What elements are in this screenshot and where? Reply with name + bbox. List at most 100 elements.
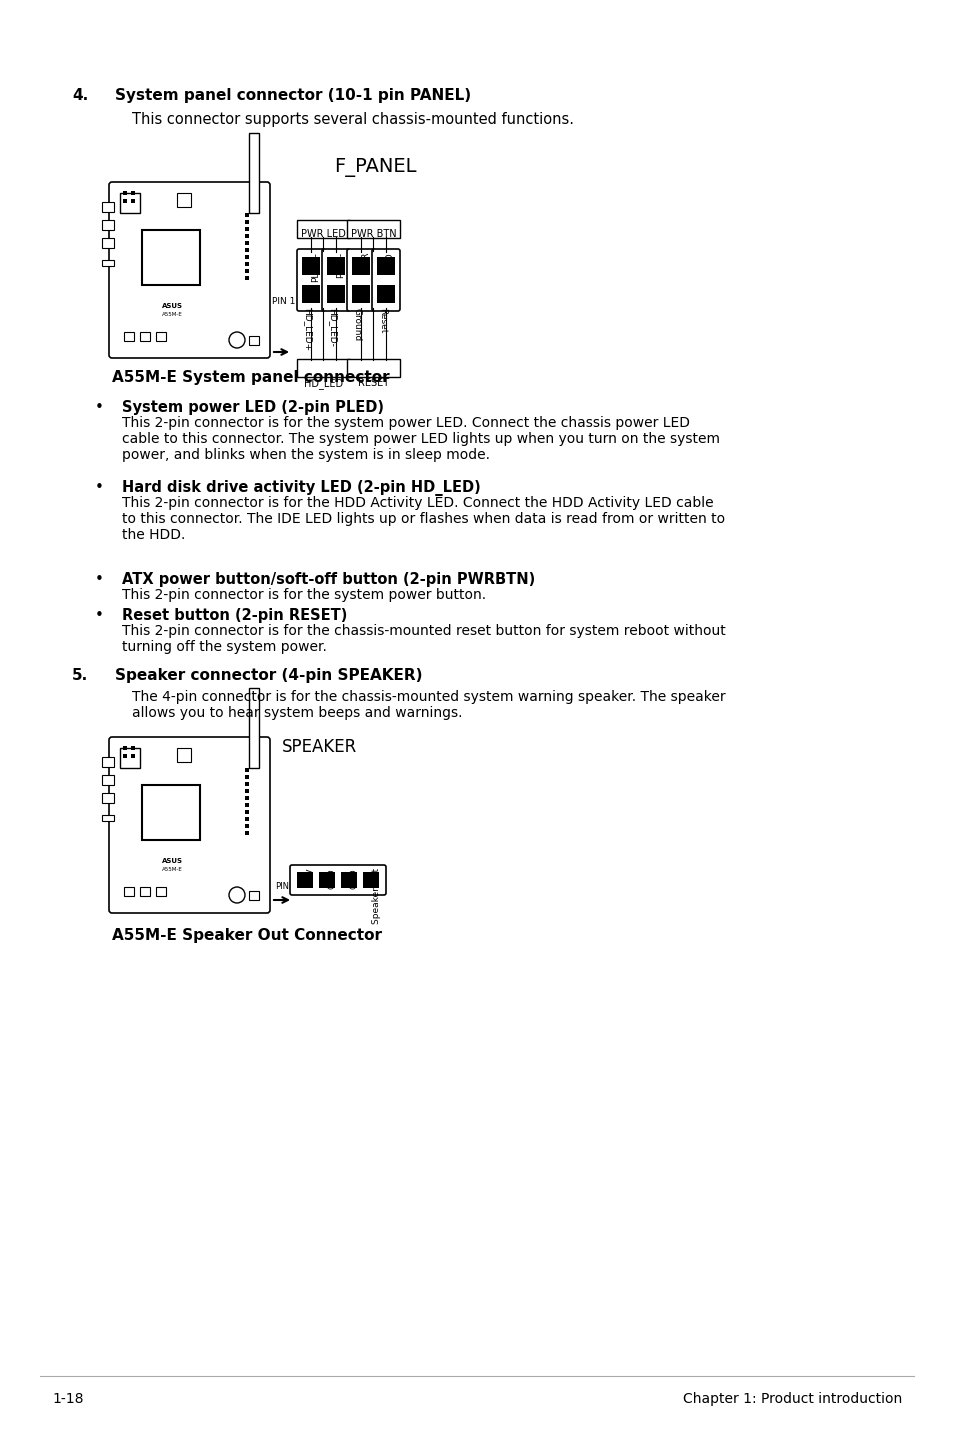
Bar <box>302 285 319 303</box>
Bar <box>296 871 313 889</box>
Text: PLED+: PLED+ <box>311 252 319 282</box>
Bar <box>245 789 249 792</box>
Text: RESET: RESET <box>357 378 389 388</box>
FancyBboxPatch shape <box>347 360 399 377</box>
Text: PWR LED: PWR LED <box>301 229 346 239</box>
Text: •: • <box>95 572 104 587</box>
Text: Ground: Ground <box>353 308 361 341</box>
FancyBboxPatch shape <box>372 249 399 311</box>
Bar <box>245 817 249 821</box>
Bar <box>327 257 345 275</box>
Bar <box>156 887 166 896</box>
Bar <box>352 257 370 275</box>
Bar <box>249 687 258 768</box>
Bar <box>123 191 127 196</box>
Bar <box>156 332 166 341</box>
Bar <box>245 775 249 779</box>
Text: GND: GND <box>386 252 395 273</box>
Bar <box>120 748 140 768</box>
Bar <box>120 193 140 213</box>
Bar <box>245 242 249 244</box>
Text: PLED-: PLED- <box>335 252 345 278</box>
Text: This 2-pin connector is for the chassis-mounted reset button for system reboot w: This 2-pin connector is for the chassis-… <box>122 624 725 654</box>
Bar <box>245 269 249 273</box>
FancyBboxPatch shape <box>109 738 270 913</box>
Bar <box>245 276 249 280</box>
Bar <box>245 247 249 252</box>
Text: PWR: PWR <box>360 252 370 272</box>
Bar <box>131 191 135 196</box>
Bar <box>177 748 191 762</box>
Bar <box>376 285 395 303</box>
Bar <box>102 792 113 802</box>
Bar <box>302 257 319 275</box>
Text: ATX power button/soft-off button (2-pin PWRBTN): ATX power button/soft-off button (2-pin … <box>122 572 535 587</box>
FancyBboxPatch shape <box>296 220 350 239</box>
Text: System panel connector (10-1 pin PANEL): System panel connector (10-1 pin PANEL) <box>115 88 471 104</box>
FancyBboxPatch shape <box>296 360 350 377</box>
Text: 5.: 5. <box>71 669 89 683</box>
Bar <box>376 257 395 275</box>
Bar <box>102 775 113 785</box>
Bar <box>124 887 133 896</box>
Bar <box>363 871 378 889</box>
Text: •: • <box>95 400 104 416</box>
Text: This 2-pin connector is for the system power LED. Connect the chassis power LED
: This 2-pin connector is for the system p… <box>122 416 720 463</box>
Bar <box>123 198 127 203</box>
FancyBboxPatch shape <box>109 183 270 358</box>
FancyBboxPatch shape <box>290 866 386 894</box>
Bar <box>340 871 356 889</box>
Text: Reset button (2-pin RESET): Reset button (2-pin RESET) <box>122 608 347 623</box>
FancyBboxPatch shape <box>347 220 399 239</box>
Text: F_PANEL: F_PANEL <box>334 158 416 177</box>
Bar <box>245 234 249 239</box>
Text: 1-18: 1-18 <box>52 1392 84 1406</box>
Text: GND: GND <box>328 869 336 889</box>
Bar <box>131 746 135 751</box>
Bar <box>245 213 249 217</box>
Bar <box>102 239 113 247</box>
Bar <box>142 230 200 285</box>
Text: ASUS: ASUS <box>161 858 182 864</box>
Bar <box>318 871 335 889</box>
Text: GND: GND <box>350 869 358 889</box>
Circle shape <box>229 887 245 903</box>
Text: •: • <box>95 608 104 623</box>
Text: This connector supports several chassis-mounted functions.: This connector supports several chassis-… <box>132 112 574 127</box>
Text: System power LED (2-pin PLED): System power LED (2-pin PLED) <box>122 400 384 416</box>
Bar <box>249 336 258 345</box>
Text: PIN: PIN <box>274 881 289 892</box>
Bar <box>124 332 133 341</box>
Bar <box>140 332 150 341</box>
Bar <box>245 262 249 266</box>
Text: This 2-pin connector is for the system power button.: This 2-pin connector is for the system p… <box>122 588 486 603</box>
Bar <box>123 746 127 751</box>
Text: HD_LED: HD_LED <box>304 378 343 388</box>
Bar <box>102 220 113 230</box>
Bar <box>245 782 249 787</box>
Bar <box>245 220 249 224</box>
Text: A55M-E: A55M-E <box>161 312 182 316</box>
Text: 4.: 4. <box>71 88 89 104</box>
Text: SPEAKER: SPEAKER <box>282 738 357 756</box>
Bar <box>131 754 135 758</box>
Text: The 4-pin connector is for the chassis-mounted system warning speaker. The speak: The 4-pin connector is for the chassis-m… <box>132 690 725 720</box>
Bar <box>245 810 249 814</box>
Bar <box>102 815 113 821</box>
Bar <box>142 785 200 840</box>
Bar <box>245 768 249 772</box>
Bar <box>352 285 370 303</box>
Text: Chapter 1: Product introduction: Chapter 1: Product introduction <box>682 1392 901 1406</box>
Bar <box>245 255 249 259</box>
Bar <box>245 797 249 800</box>
Bar <box>245 802 249 807</box>
Text: •: • <box>95 480 104 495</box>
Text: HD_LED-: HD_LED- <box>328 308 336 347</box>
Text: Speaker Out: Speaker Out <box>372 869 380 925</box>
Text: Speaker connector (4-pin SPEAKER): Speaker connector (4-pin SPEAKER) <box>115 669 422 683</box>
Circle shape <box>233 336 241 344</box>
Text: PWR BTN: PWR BTN <box>351 229 395 239</box>
Text: This 2-pin connector is for the HDD Activity LED. Connect the HDD Activity LED c: This 2-pin connector is for the HDD Acti… <box>122 496 724 542</box>
Bar <box>245 824 249 828</box>
Text: A55M-E Speaker Out Connector: A55M-E Speaker Out Connector <box>112 928 381 943</box>
